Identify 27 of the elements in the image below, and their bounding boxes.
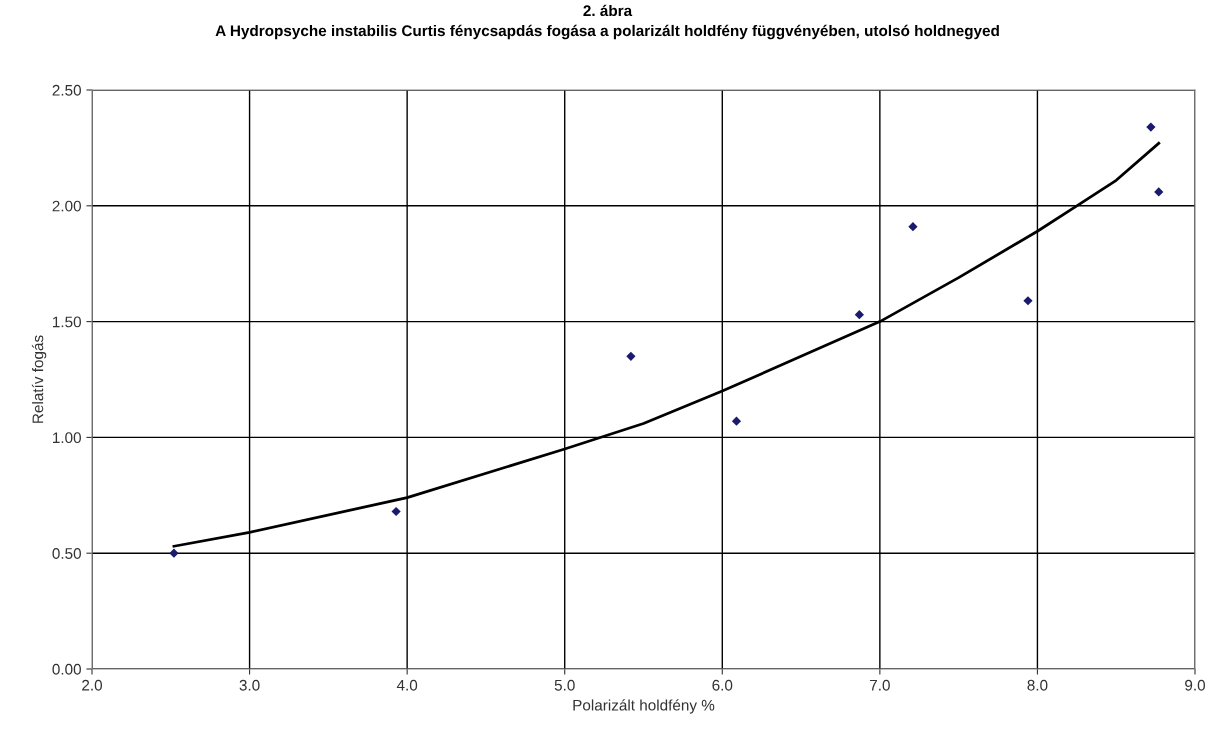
- x-tick-label: 9.0: [1185, 679, 1206, 691]
- chart-subtitle: A Hydropsyche instabilis Curtis fénycsapdás fogása a polarizált holdfény függvényében, utolsó holdnegyed: [215, 24, 999, 40]
- point: [908, 222, 918, 232]
- point: [731, 416, 742, 426]
- y-tick-label: 1.00: [53, 432, 81, 444]
- point: [1023, 296, 1033, 306]
- point: [1146, 122, 1156, 132]
- y-axis-title: Relatív fogás: [31, 335, 47, 423]
- y-tick-label: 1.50: [53, 316, 81, 328]
- point: [391, 506, 401, 517]
- point: [169, 548, 179, 558]
- x-tick-label: 7.0: [870, 679, 890, 691]
- point: [1154, 187, 1164, 197]
- x-tick-label: 3.0: [239, 679, 260, 691]
- y-tick-label: 2.00: [52, 200, 81, 212]
- x-axis-title: Polarizált holdfény %: [573, 699, 715, 714]
- y-tick-label: 0.00: [52, 663, 81, 675]
- x-tick-label: 2.0: [82, 679, 103, 691]
- point: [626, 351, 636, 361]
- point: [854, 310, 864, 320]
- y-tick-label: 2.50: [52, 84, 81, 96]
- x-tick-label: 6.0: [712, 679, 733, 691]
- y-tick-label: 0.50: [52, 548, 81, 559]
- x-tick-label: 5.0: [554, 679, 575, 691]
- x-tick-label: 8.0: [1027, 679, 1048, 691]
- x-tick-label: 4.0: [396, 679, 418, 691]
- chart-title: 2. ábra: [583, 4, 633, 17]
